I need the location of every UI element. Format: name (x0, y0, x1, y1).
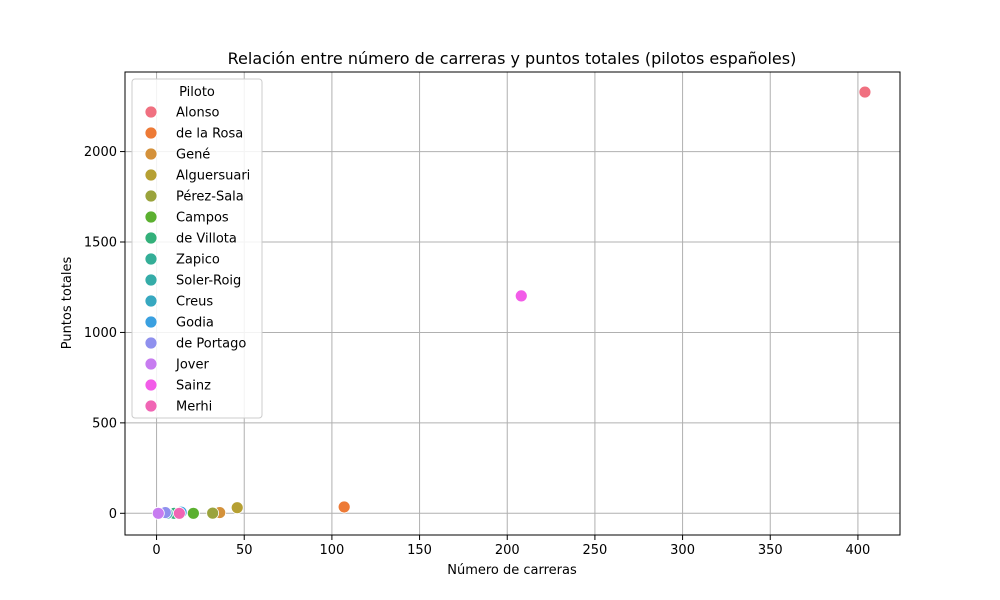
legend-marker (144, 252, 158, 266)
legend-marker (144, 189, 158, 203)
x-tick-label: 300 (670, 543, 695, 558)
x-tick-label: 200 (495, 543, 520, 558)
legend-label: de Villota (176, 232, 237, 247)
legend-marker (144, 168, 158, 182)
legend-marker (144, 210, 158, 224)
legend-marker (144, 399, 158, 413)
legend-label: Creus (176, 295, 213, 310)
y-tick-label: 500 (92, 416, 117, 431)
legend-items: Alonso de la Rosa Gené Alguersuari Pérez-Sal… (144, 105, 250, 415)
legend-label: Zapico (176, 253, 220, 268)
legend-marker (144, 126, 158, 140)
legend: Piloto Alonso de la Rosa Gené Alguersuari Pé… (131, 78, 263, 419)
legend-marker (144, 105, 158, 119)
y-tick-label: 0 (109, 507, 117, 522)
legend-marker (144, 147, 158, 161)
legend-label: Godia (176, 316, 214, 331)
data-point (186, 506, 200, 520)
data-point (230, 501, 244, 515)
legend-marker (144, 357, 158, 371)
y-tick-label: 2000 (84, 145, 117, 160)
x-tick-label: 50 (236, 543, 253, 558)
legend-label: Alguersuari (176, 169, 250, 184)
data-point (206, 506, 220, 520)
chart-title: Relación entre número de carreras y punt… (228, 49, 797, 68)
x-axis-title: Número de carreras (447, 563, 577, 578)
legend-label: Campos (176, 211, 229, 226)
x-tick-label: 150 (407, 543, 432, 558)
data-points (151, 85, 872, 520)
legend-marker (144, 315, 158, 329)
y-axis-title: Puntos totales (60, 257, 75, 350)
legend-label: Jover (175, 358, 209, 373)
data-point (172, 506, 186, 520)
x-tick-label: 100 (319, 543, 344, 558)
x-tick-label: 400 (846, 543, 871, 558)
y-tick-label: 1500 (84, 236, 117, 251)
legend-marker (144, 273, 158, 287)
legend-title: Piloto (179, 85, 215, 100)
legend-label: Alonso (176, 106, 219, 121)
legend-marker (144, 378, 158, 392)
data-point (514, 289, 528, 303)
legend-label: Sainz (176, 379, 211, 394)
x-tick-label: 0 (152, 543, 160, 558)
x-axis: 0 50 100 150 200 250 300 350 400 (152, 535, 870, 558)
x-tick-label: 350 (758, 543, 783, 558)
legend-label: Gené (176, 148, 210, 163)
data-point (151, 506, 165, 520)
legend-label: Pérez-Sala (176, 190, 244, 205)
y-tick-label: 1000 (84, 326, 117, 341)
legend-marker (144, 336, 158, 350)
x-tick-label: 250 (582, 543, 607, 558)
legend-label: de la Rosa (176, 127, 243, 142)
legend-label: Merhi (176, 400, 212, 415)
plot-frame (124, 71, 901, 536)
legend-marker (144, 294, 158, 308)
legend-label: de Portago (176, 337, 246, 352)
data-point (337, 500, 351, 514)
y-axis: 0 500 1000 1500 2000 (84, 145, 125, 522)
legend-marker (144, 231, 158, 245)
data-point (858, 85, 872, 99)
legend-box (131, 78, 263, 419)
legend-label: Soler-Roig (176, 274, 241, 289)
